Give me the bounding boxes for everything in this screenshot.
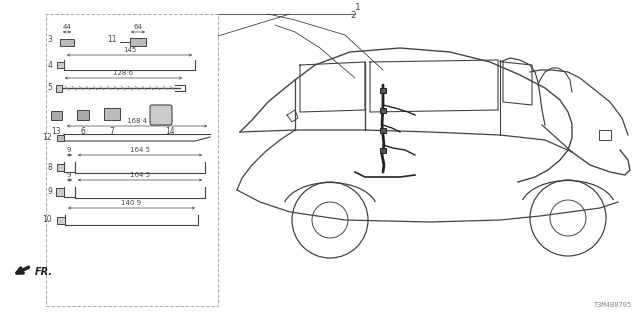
Bar xyxy=(60,38,74,45)
Text: 11: 11 xyxy=(108,36,117,44)
Text: 12: 12 xyxy=(42,133,52,142)
Text: 164 5: 164 5 xyxy=(130,147,150,153)
Bar xyxy=(104,108,120,120)
Bar xyxy=(380,108,386,113)
Bar xyxy=(380,87,386,92)
Bar xyxy=(599,130,611,140)
Text: 145: 145 xyxy=(124,47,136,53)
Text: 8: 8 xyxy=(47,163,52,172)
Text: 7: 7 xyxy=(109,127,115,136)
Bar xyxy=(77,110,89,120)
Bar xyxy=(380,148,386,153)
Text: 9: 9 xyxy=(67,147,71,153)
Bar xyxy=(56,135,63,141)
Text: 2: 2 xyxy=(350,12,356,20)
Text: 3: 3 xyxy=(47,36,52,44)
Bar xyxy=(57,217,65,223)
Text: FR.: FR. xyxy=(35,267,53,277)
Text: 14: 14 xyxy=(165,127,175,136)
Bar xyxy=(56,164,63,171)
Bar xyxy=(56,62,63,68)
Text: 9: 9 xyxy=(67,172,71,178)
Bar xyxy=(56,84,62,92)
Text: 9: 9 xyxy=(47,188,52,196)
Bar xyxy=(56,188,64,196)
Text: 10: 10 xyxy=(42,215,52,225)
Bar xyxy=(380,127,386,132)
Bar xyxy=(51,110,61,119)
Text: 4: 4 xyxy=(47,60,52,69)
FancyBboxPatch shape xyxy=(150,105,172,125)
Text: 140 9: 140 9 xyxy=(121,200,141,206)
Text: 164 5: 164 5 xyxy=(130,172,150,178)
Text: 44: 44 xyxy=(63,24,72,30)
Text: 128 6: 128 6 xyxy=(113,70,133,76)
Bar xyxy=(130,38,146,46)
Text: 6: 6 xyxy=(81,127,85,136)
Text: 64: 64 xyxy=(134,24,143,30)
Text: 168 4: 168 4 xyxy=(127,118,147,124)
Text: T3M4B0705: T3M4B0705 xyxy=(594,302,632,308)
Bar xyxy=(46,14,218,306)
Text: 5: 5 xyxy=(47,84,52,92)
Text: 1: 1 xyxy=(355,3,361,12)
Text: 13: 13 xyxy=(51,127,61,136)
